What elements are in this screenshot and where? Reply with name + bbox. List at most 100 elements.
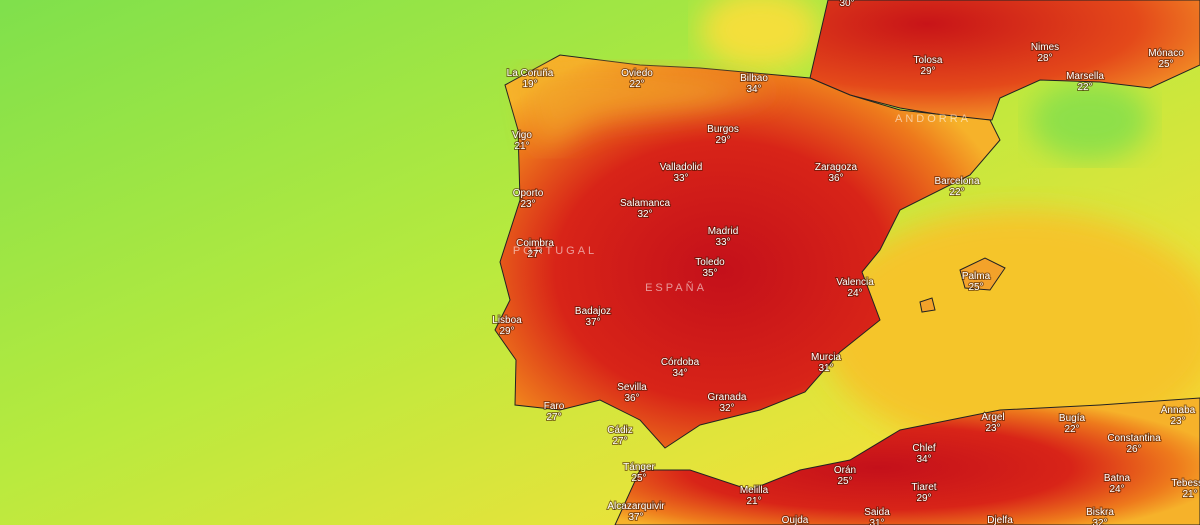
city-temp: 33° [715, 237, 730, 248]
city-name: Nimes [1031, 42, 1059, 53]
city-label: 30° [838, 0, 855, 10]
city-name: Bilbao [740, 73, 768, 84]
city-name: Cádiz [607, 425, 633, 436]
city-temp: 25° [837, 476, 852, 487]
city-name: Constantina [1107, 433, 1161, 444]
city-name: Orán [834, 465, 856, 476]
city-name: Mónaco [1148, 48, 1184, 59]
city-temp: 19° [522, 79, 537, 90]
city-temp: 23° [520, 199, 535, 210]
city-name: Burgos [707, 124, 739, 135]
med-heat [820, 210, 1200, 450]
city-temp: 34° [916, 454, 931, 465]
country-label: ANDORRA [895, 113, 971, 125]
city-name: Lisboa [492, 315, 522, 326]
city-temp: 23° [985, 423, 1000, 434]
city-name: Biskra [1086, 507, 1114, 518]
city-name: Granada [708, 392, 747, 403]
north-africa [614, 397, 1200, 525]
city-name: Faro [544, 401, 565, 412]
city-name: Sevilla [617, 382, 647, 393]
city-label: Tebessa21° [1170, 477, 1200, 501]
city-label: Oujda [781, 514, 810, 525]
city-temp: 21° [514, 141, 529, 152]
city-name: Valladolid [660, 162, 703, 173]
city-temp: 31° [818, 363, 833, 374]
city-temp: 35° [702, 268, 717, 279]
city-name: Barcelona [934, 176, 979, 187]
city-temp: 34° [672, 368, 687, 379]
city-name: Vigo [512, 130, 532, 141]
city-name: Bugía [1059, 413, 1086, 424]
city-temp: 31° [869, 518, 884, 525]
north-coast [525, 68, 780, 150]
city-name: Coimbra [516, 238, 554, 249]
city-temp: 29° [916, 493, 931, 504]
city-temp: 22° [629, 79, 644, 90]
city-name: Palma [962, 271, 991, 282]
city-name: Marsella [1066, 71, 1104, 82]
city-temp: 22° [949, 187, 964, 198]
country-label: PORTUGAL [513, 245, 597, 257]
city-temp: 21° [746, 496, 761, 507]
city-temp: 36° [828, 173, 843, 184]
city-temp: 22° [1077, 82, 1092, 93]
city-temp: 33° [673, 173, 688, 184]
ibiza [919, 297, 936, 313]
city-temp: 26° [1126, 444, 1141, 455]
city-temp: 25° [1158, 59, 1173, 70]
city-name: Tánger [623, 462, 655, 473]
city-temp: 32° [719, 403, 734, 414]
city-temp: 27° [612, 436, 627, 447]
city-name: Chlef [912, 443, 936, 454]
city-temp: 21° [1182, 489, 1197, 500]
bay-heat [700, 0, 820, 70]
city-temp: 37° [628, 512, 643, 523]
city-name: Tebessa [1171, 478, 1200, 489]
city-name: Melilla [740, 485, 769, 496]
city-name: Zaragoza [815, 162, 858, 173]
city-temp: 25° [631, 473, 646, 484]
city-temp: 34° [746, 84, 761, 95]
city-name: Oujda [782, 515, 809, 525]
city-temp: 32° [637, 209, 652, 220]
city-name: Tiaret [911, 482, 936, 493]
gulf-cool [1030, 80, 1150, 160]
city-name: Argel [981, 412, 1004, 423]
city-temp: 36° [624, 393, 639, 404]
city-temp: 37° [585, 317, 600, 328]
city-name: Badajoz [575, 306, 611, 317]
city-name: Oviedo [621, 68, 653, 79]
city-temp: 22° [1064, 424, 1079, 435]
mallorca [959, 257, 1006, 291]
